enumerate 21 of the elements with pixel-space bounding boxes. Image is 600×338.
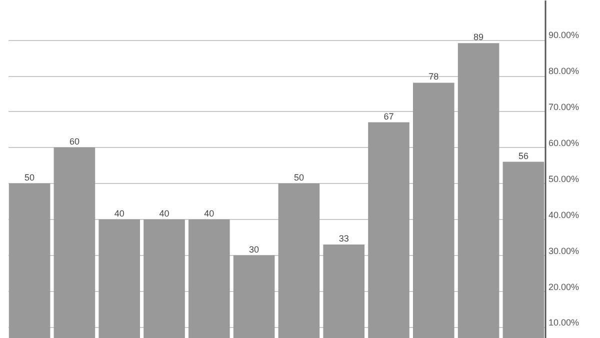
data-label: 60 bbox=[69, 136, 80, 146]
data-label: 89 bbox=[474, 32, 484, 42]
y-tick-label: 10.00% bbox=[548, 318, 580, 328]
data-label: 40 bbox=[204, 208, 214, 218]
data-label: 78 bbox=[428, 72, 439, 82]
data-label: 33 bbox=[338, 234, 349, 244]
y-tick-label: 40.00% bbox=[548, 210, 580, 220]
y-tick-label: 30.00% bbox=[548, 246, 580, 256]
y-tick-label: 20.00% bbox=[548, 282, 580, 292]
y-tick-label: 80.00% bbox=[548, 66, 580, 76]
data-label: 56 bbox=[518, 150, 528, 161]
y-tick-label: 60.00% bbox=[548, 138, 580, 148]
data-label: 40 bbox=[114, 208, 124, 218]
data-label: 67 bbox=[384, 111, 394, 122]
y-tick-label: 70.00% bbox=[548, 102, 580, 112]
data-label: 30 bbox=[249, 244, 260, 254]
y-tick-label: 50.00% bbox=[548, 174, 580, 184]
y-tick-label: 90.00% bbox=[548, 30, 580, 40]
data-label: 50 bbox=[294, 172, 304, 182]
data-label: 50 bbox=[24, 172, 35, 182]
data-label: 40 bbox=[159, 208, 170, 218]
